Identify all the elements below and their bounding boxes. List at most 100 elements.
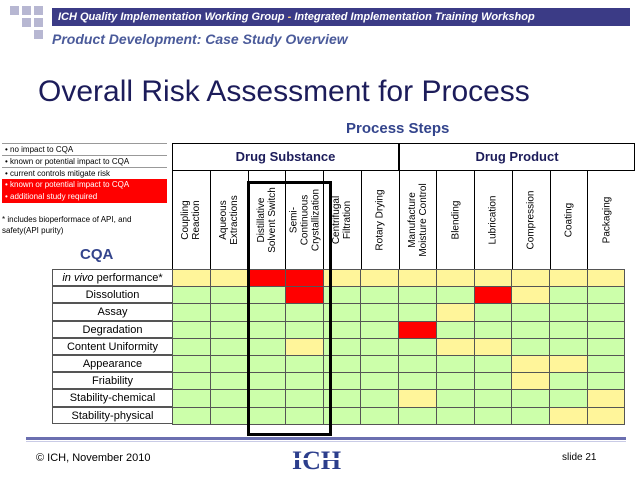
group-drug-product: Drug Product — [399, 143, 635, 171]
risk-cell — [473, 337, 513, 356]
cqa-list: in vivo performance* Dissolution Assay Degr… — [52, 269, 172, 424]
process-step-label: Centrifugal Filtration — [331, 195, 354, 245]
highlight-box — [247, 181, 332, 436]
risk-cell — [172, 354, 211, 374]
process-step-label: Lubrication — [487, 195, 499, 245]
matrix-row — [172, 337, 626, 356]
risk-cell — [473, 372, 513, 391]
legend-item: • no impact to CQA — [2, 143, 167, 155]
risk-cell — [586, 268, 626, 288]
risk-cell — [209, 268, 249, 288]
risk-cell — [548, 303, 588, 322]
cqa-name: Friability — [92, 375, 133, 388]
process-step-label: Compression — [525, 190, 537, 250]
risk-cell — [172, 337, 211, 356]
matrix-row — [172, 354, 626, 374]
risk-cell — [360, 354, 400, 374]
risk-cell — [360, 389, 400, 408]
page-subtitle: Product Development: Case Study Overview — [52, 31, 348, 47]
cqa-name: Stability-chemical — [69, 392, 156, 405]
copyright: © ICH, November 2010 — [36, 452, 151, 464]
risk-cell — [172, 389, 211, 408]
decor-square — [22, 6, 31, 15]
risk-cell — [548, 337, 588, 356]
process-step-label: Coupling Reaction — [180, 200, 203, 240]
legend-item: • known or potential impact to CQA — [2, 179, 167, 191]
risk-cell — [548, 286, 588, 305]
risk-cell — [398, 372, 437, 391]
process-step-header: Compression — [511, 171, 550, 269]
matrix-row — [172, 372, 626, 391]
risk-cell — [360, 406, 400, 425]
cqa-row-label: Stability-chemical — [52, 389, 172, 407]
risk-cell — [209, 354, 249, 374]
process-step-header: Centrifugal Filtration — [323, 171, 361, 269]
risk-cell — [435, 354, 475, 374]
decor-square — [10, 6, 19, 15]
risk-cell — [247, 337, 287, 356]
risk-cell — [322, 354, 362, 374]
ich-logo: ICH — [290, 446, 342, 473]
process-step-header: Blending — [436, 171, 474, 269]
risk-cell — [209, 286, 249, 305]
cqa-row-label: Assay — [52, 303, 172, 321]
risk-matrix — [172, 268, 626, 425]
risk-cell — [435, 268, 475, 288]
risk-cell — [398, 354, 437, 374]
risk-cell — [398, 389, 437, 408]
risk-cell — [285, 286, 324, 305]
risk-cell — [172, 303, 211, 322]
risk-cell — [172, 286, 211, 305]
risk-cell — [209, 303, 249, 322]
risk-cell — [172, 268, 211, 288]
risk-cell — [435, 372, 475, 391]
process-step-label: Manufacture Moisture Control — [406, 183, 429, 257]
risk-cell — [548, 320, 588, 339]
cqa-suffix: performance* — [93, 272, 163, 284]
risk-cell — [209, 389, 249, 408]
risk-cell — [586, 372, 626, 391]
decor-square — [22, 18, 31, 27]
risk-cell — [360, 268, 400, 288]
header-group: ICH Quality Implementation Working Group — [58, 11, 285, 23]
risk-cell — [247, 389, 287, 408]
risk-cell — [322, 389, 362, 408]
process-step-label: Coating — [563, 202, 575, 238]
risk-cell — [247, 303, 287, 322]
cqa-label: CQA — [80, 246, 114, 263]
risk-cell — [511, 406, 550, 425]
risk-cell — [473, 406, 513, 425]
cqa-name: Dissolution — [85, 289, 140, 302]
risk-cell — [322, 268, 362, 288]
risk-cell — [473, 389, 513, 408]
risk-cell — [209, 406, 249, 425]
risk-cell — [586, 303, 626, 322]
process-step-header: Lubrication — [474, 171, 512, 269]
legend-item: • current controls mitigate risk — [2, 167, 167, 179]
risk-cell — [548, 406, 588, 425]
process-step-label: Aqueous Extractions — [218, 195, 241, 245]
matrix-row — [172, 268, 626, 288]
process-step-label: Packaging — [601, 196, 613, 244]
risk-cell — [398, 268, 437, 288]
risk-cell — [435, 406, 475, 425]
risk-cell — [511, 389, 550, 408]
risk-cell — [360, 337, 400, 356]
risk-cell — [586, 320, 626, 339]
process-step-header: Coupling Reaction — [172, 171, 210, 269]
risk-cell — [548, 268, 588, 288]
cqa-row-label: Stability-physical — [52, 406, 172, 424]
cqa-name: Stability-physical — [71, 409, 154, 422]
cqa-row-label: Appearance — [52, 354, 172, 373]
risk-cell — [473, 354, 513, 374]
process-step-header: Rotary Drying — [360, 171, 399, 269]
risk-cell — [435, 389, 475, 408]
risk-cell — [398, 337, 437, 356]
footnote: * includes bioperformace of API, and saf… — [2, 215, 132, 235]
cqa-row-label: in vivo performance* — [52, 269, 172, 287]
process-step-header: Semi- Continuous Crystallization — [285, 171, 323, 269]
matrix-row — [172, 406, 626, 425]
risk-cell — [398, 406, 437, 425]
risk-cell — [285, 389, 324, 408]
decor-square — [34, 18, 43, 27]
